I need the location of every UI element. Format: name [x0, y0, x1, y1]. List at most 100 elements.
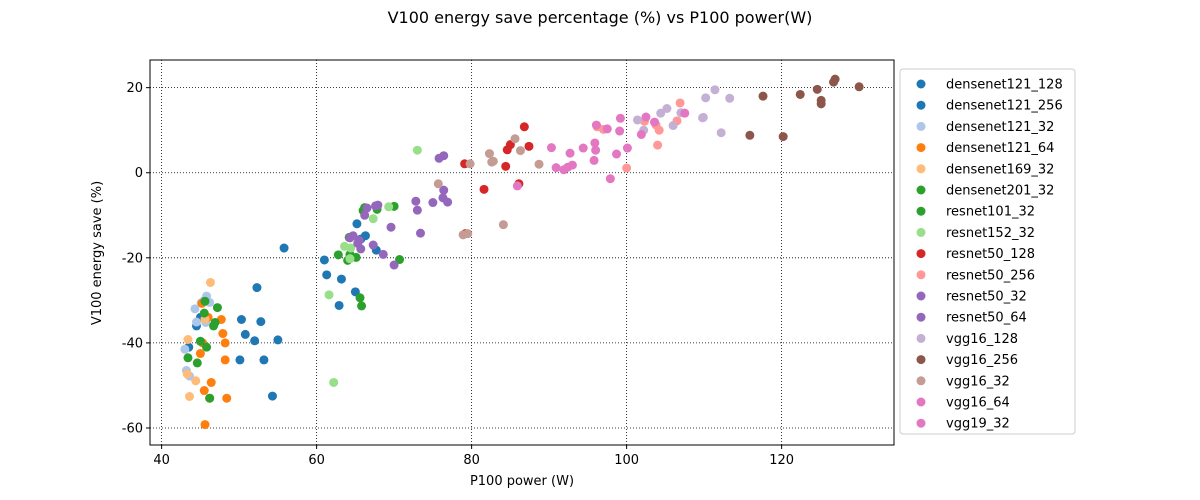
data-point	[725, 93, 735, 103]
data-point	[656, 108, 666, 118]
data-point	[680, 108, 690, 118]
legend-item: vgg16_64	[916, 396, 1010, 411]
x-tick-label: 120	[769, 453, 794, 468]
data-point	[192, 317, 201, 327]
legend-item: resnet50_256	[916, 268, 1035, 283]
data-point	[395, 255, 405, 265]
data-point	[710, 85, 720, 95]
data-point	[190, 304, 200, 314]
legend-marker	[916, 121, 926, 131]
data-point	[551, 163, 561, 173]
legend-marker	[916, 164, 926, 174]
legend-label: densenet121_256	[946, 99, 1063, 114]
legend-label: resnet50_64	[946, 311, 1027, 326]
legend-item: resnet50_64	[916, 311, 1027, 326]
y-tick-label: 0	[135, 166, 143, 181]
data-point	[206, 377, 216, 387]
y-axis: -60 -40 -20 0 20	[122, 81, 150, 436]
data-point	[512, 181, 522, 191]
series-resnet50_128	[460, 122, 534, 239]
data-point	[360, 210, 370, 220]
plot-area-frame	[149, 59, 895, 446]
data-point	[854, 82, 864, 92]
legend-marker	[916, 418, 926, 428]
data-point	[336, 274, 346, 284]
data-point	[205, 393, 215, 403]
x-axis: 40 60 80 100 120	[153, 445, 794, 468]
legend-label: densenet121_128	[946, 78, 1063, 93]
data-point	[200, 420, 210, 430]
legend-label: resnet50_128	[946, 247, 1035, 262]
data-point	[498, 220, 508, 230]
data-point	[192, 358, 202, 368]
data-point	[615, 126, 625, 136]
data-point	[389, 260, 399, 270]
data-point	[182, 369, 192, 379]
data-point	[368, 240, 378, 250]
legend-label: vgg16_32	[946, 374, 1010, 389]
data-point	[622, 163, 632, 173]
data-point	[758, 91, 768, 101]
data-point	[235, 355, 245, 365]
legend-item: resnet50_128	[916, 247, 1035, 262]
data-point	[415, 228, 425, 238]
x-axis-label: P100 power (W)	[470, 474, 574, 489]
legend: densenet121_128 densenet121_256 densenet12…	[899, 68, 1076, 435]
data-point	[191, 376, 201, 386]
data-point	[273, 335, 283, 345]
data-point	[479, 184, 489, 194]
legend-marker	[916, 333, 926, 343]
chart-title: V100 energy save percentage (%) vs P100 …	[388, 8, 813, 27]
legend-marker	[916, 376, 926, 386]
legend-marker	[916, 312, 926, 322]
legend-label: densenet169_32	[946, 162, 1054, 177]
series-resnet50_32	[345, 185, 453, 270]
data-point	[662, 103, 672, 113]
x-tick-label: 80	[463, 453, 480, 468]
legend-label: densenet121_64	[946, 141, 1054, 156]
legend-marker	[916, 270, 926, 280]
data-point	[267, 391, 277, 401]
data-point	[183, 334, 193, 344]
legend-item: vgg19_32	[916, 417, 1010, 432]
legend-item: vgg16_128	[916, 332, 1018, 347]
data-point	[602, 124, 612, 134]
data-point	[812, 84, 822, 94]
data-point	[199, 386, 209, 396]
data-point	[515, 146, 525, 156]
data-point	[653, 140, 663, 150]
data-point	[322, 270, 332, 280]
data-point	[412, 145, 422, 155]
legend-marker	[916, 291, 926, 301]
data-point	[354, 235, 364, 245]
data-point	[612, 149, 622, 159]
data-point	[589, 155, 599, 165]
data-point	[465, 159, 475, 169]
x-tick-label: 60	[308, 453, 325, 468]
legend-label: vgg19_32	[946, 417, 1010, 432]
data-point	[615, 113, 625, 123]
grid-lines	[150, 60, 894, 445]
y-tick-label: 20	[126, 81, 143, 96]
data-point	[412, 205, 422, 215]
data-point	[668, 121, 678, 131]
data-point	[200, 296, 210, 306]
data-point	[256, 317, 266, 327]
data-point	[378, 249, 388, 259]
data-point	[578, 143, 588, 153]
y-tick-label: -60	[122, 421, 143, 436]
data-point	[590, 138, 600, 148]
x-tick-label: 100	[614, 453, 639, 468]
legend-marker	[916, 397, 926, 407]
data-point	[698, 113, 708, 123]
data-point	[519, 122, 529, 132]
data-point	[360, 231, 370, 241]
data-point	[443, 197, 453, 207]
series-resnet152_32	[324, 145, 422, 387]
data-point	[816, 95, 826, 105]
data-point	[195, 336, 205, 346]
data-point	[650, 117, 660, 127]
legend-item: densenet201_32	[916, 184, 1054, 199]
data-point	[205, 277, 215, 287]
series-vgg16_32	[433, 134, 544, 240]
